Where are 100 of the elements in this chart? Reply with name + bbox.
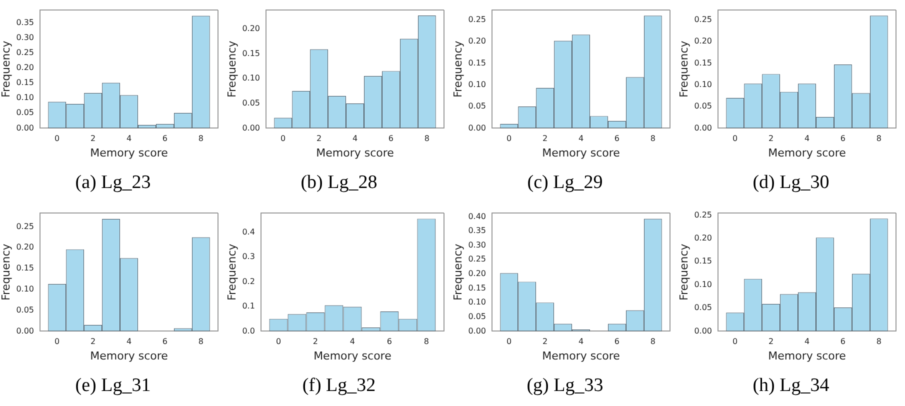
y-axis-title: Frequency xyxy=(225,243,238,301)
x-tick-label: 6 xyxy=(386,337,392,346)
x-tick-label: 2 xyxy=(542,337,548,346)
y-axis-title: Frequency xyxy=(677,40,690,98)
x-tick-label: 8 xyxy=(198,337,204,346)
x-tick-label: 8 xyxy=(876,337,882,346)
text: (h) Lg_34 xyxy=(752,375,830,397)
y-tick-label: 0.4 xyxy=(242,227,255,236)
x-tick-label: 2 xyxy=(312,337,318,346)
x-tick-label: 8 xyxy=(650,337,656,346)
x-tick-label: 4 xyxy=(126,337,132,346)
x-axis-title: Memory score xyxy=(768,146,846,160)
x-tick-label: 6 xyxy=(388,134,394,144)
y-tick-label: 0.10 xyxy=(16,284,34,294)
y-tick-label: 0.25 xyxy=(468,15,486,24)
y-tick-label: 0.15 xyxy=(16,264,34,273)
text: (a) Lg_23 xyxy=(74,172,152,194)
x-tick-label: 2 xyxy=(90,337,96,346)
y-tick-label: 0.25 xyxy=(16,48,34,58)
y-tick-label: 0.05 xyxy=(16,108,34,118)
x-tick-label: 2 xyxy=(768,337,774,346)
x-axis-title: Memory score xyxy=(542,146,620,160)
y-tick-label: 0.25 xyxy=(694,15,712,24)
y-axis-title: Frequency xyxy=(677,243,690,301)
y-tick-label: 0.30 xyxy=(16,33,34,42)
x-tick-label: 8 xyxy=(424,134,430,144)
y-tick-label: 0.20 xyxy=(468,269,486,278)
x-axis-title: Memory score xyxy=(316,146,394,160)
text: (e) Lg_31 xyxy=(74,375,152,397)
y-tick-label: 0.25 xyxy=(694,210,712,220)
y-tick-label: 0.05 xyxy=(694,102,712,111)
y-tick-label: 0.00 xyxy=(16,123,34,132)
y-tick-label: 0.20 xyxy=(694,234,712,243)
x-axis-title: Memory score xyxy=(542,349,620,362)
y-tick-label: 0.05 xyxy=(468,102,486,111)
y-tick-label: 0.05 xyxy=(16,305,34,314)
y-tick-label: 0.15 xyxy=(694,58,712,68)
y-tick-label: 0.10 xyxy=(694,280,712,289)
y-tick-label: 0.15 xyxy=(468,283,486,292)
x-tick-label: 4 xyxy=(126,134,132,144)
text: (c) Lg_29 xyxy=(526,172,604,194)
y-tick-label: 0.20 xyxy=(16,63,34,72)
x-tick-label: 0 xyxy=(276,337,282,346)
y-tick-label: 0.25 xyxy=(16,222,34,231)
y-tick-label: 0.10 xyxy=(694,80,712,89)
y-tick-label: 0.40 xyxy=(468,212,486,221)
x-axis-title: Memory score xyxy=(90,349,168,362)
x-tick-label: 8 xyxy=(650,134,656,144)
y-tick-label: 0.00 xyxy=(242,123,260,132)
x-tick-label: 8 xyxy=(424,337,429,346)
x-tick-label: 6 xyxy=(162,134,168,144)
y-tick-label: 0.05 xyxy=(694,303,712,312)
y-tick-label: 0.10 xyxy=(468,298,486,307)
y-tick-label: 0.05 xyxy=(468,312,486,321)
x-tick-label: 2 xyxy=(768,134,774,144)
x-tick-label: 0 xyxy=(54,134,60,144)
y-tick-label: 0.2 xyxy=(242,276,255,286)
x-tick-label: 4 xyxy=(804,337,810,346)
x-tick-label: 4 xyxy=(804,134,810,144)
y-axis-title: Frequency xyxy=(225,40,238,98)
y-tick-label: 0.00 xyxy=(468,326,486,336)
y-tick-label: 0.20 xyxy=(16,242,34,252)
x-tick-label: 6 xyxy=(840,337,846,346)
y-tick-label: 0.10 xyxy=(16,93,34,102)
text: (b) Lg_28 xyxy=(300,172,378,194)
y-tick-label: 0.15 xyxy=(16,78,34,88)
y-tick-label: 0.10 xyxy=(242,74,260,83)
x-tick-label: 0 xyxy=(54,337,60,346)
text: (d) Lg_30 xyxy=(752,172,830,194)
y-tick-label: 0.00 xyxy=(694,326,712,336)
x-tick-label: 6 xyxy=(614,134,620,144)
y-tick-label: 0.3 xyxy=(242,252,255,262)
text: (g) Lg_33 xyxy=(526,375,604,397)
x-tick-label: 2 xyxy=(90,134,96,144)
x-tick-label: 2 xyxy=(316,134,322,144)
x-tick-label: 4 xyxy=(578,134,584,144)
y-axis-title: Frequency xyxy=(451,40,464,98)
y-tick-label: 0.20 xyxy=(468,36,486,46)
y-tick-label: 0.30 xyxy=(468,240,486,250)
x-tick-label: 0 xyxy=(280,134,286,144)
x-tick-label: 6 xyxy=(840,134,846,144)
y-tick-label: 0.00 xyxy=(694,123,712,132)
x-tick-label: 2 xyxy=(542,134,548,144)
y-tick-label: 0.00 xyxy=(468,123,486,132)
x-tick-label: 0 xyxy=(506,134,512,144)
y-tick-label: 0.10 xyxy=(468,80,486,89)
y-tick-label: 0.15 xyxy=(468,58,486,68)
x-axis-title: Memory score xyxy=(314,349,392,362)
x-tick-label: 6 xyxy=(614,337,620,346)
y-tick-label: 0.15 xyxy=(694,256,712,266)
x-axis-title: Memory score xyxy=(90,146,168,160)
y-tick-label: 0.1 xyxy=(242,302,255,311)
y-tick-label: 0.15 xyxy=(242,48,260,58)
y-tick-label: 0.0 xyxy=(242,326,255,336)
y-tick-label: 0.00 xyxy=(16,326,34,336)
y-tick-label: 0.35 xyxy=(468,226,486,236)
x-tick-label: 8 xyxy=(198,134,204,144)
x-tick-label: 8 xyxy=(876,134,882,144)
y-tick-label: 0.20 xyxy=(694,36,712,46)
x-tick-label: 0 xyxy=(506,337,512,346)
